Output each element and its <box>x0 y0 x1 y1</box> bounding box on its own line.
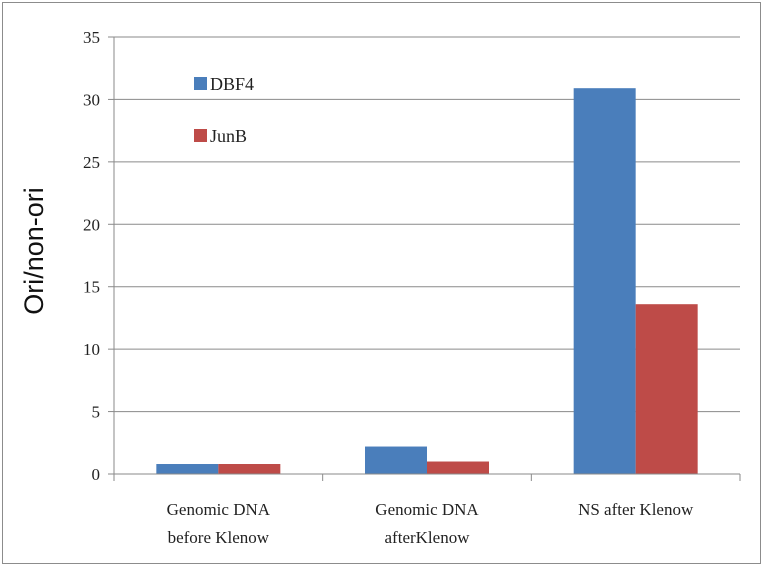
legend-label-junb: JunB <box>210 126 247 146</box>
legend-label-dbf4: DBF4 <box>210 74 254 94</box>
legend-swatch-dbf4 <box>194 77 207 90</box>
bar-dbf4-2 <box>365 446 427 474</box>
y-axis-label: Ori/non-ori <box>19 187 49 315</box>
bar-dbf4-1 <box>156 464 219 474</box>
legend: DBF4 JunB <box>194 74 254 146</box>
legend-swatch-junb <box>194 129 207 142</box>
y-tick-label: 5 <box>92 403 101 422</box>
bar-dbf4-3 <box>573 88 636 474</box>
bars <box>156 88 698 474</box>
y-tick-label: 0 <box>92 465 101 484</box>
y-tick-label: 15 <box>83 278 100 297</box>
x-category-label: before Klenow <box>168 528 270 547</box>
x-category-labels: Genomic DNA before Klenow Genomic DNA after… <box>167 500 694 547</box>
bar-junb-1 <box>218 464 281 474</box>
y-tick-label: 10 <box>83 340 100 359</box>
axes <box>113 37 741 481</box>
y-tick-labels: 0 5 10 15 20 25 30 35 <box>83 28 100 484</box>
y-tick-label: 35 <box>83 28 100 47</box>
y-tick-label: 30 <box>83 90 100 109</box>
y-tick-label: 25 <box>83 153 100 172</box>
x-category-label: NS after Klenow <box>578 500 694 519</box>
x-category-label: Genomic DNA <box>375 500 479 519</box>
y-tick-label: 20 <box>83 215 100 234</box>
bar-junb-2 <box>427 461 489 474</box>
x-category-label: Genomic DNA <box>167 500 271 519</box>
bar-junb-3 <box>635 304 698 474</box>
x-category-label: afterKlenow <box>385 528 471 547</box>
